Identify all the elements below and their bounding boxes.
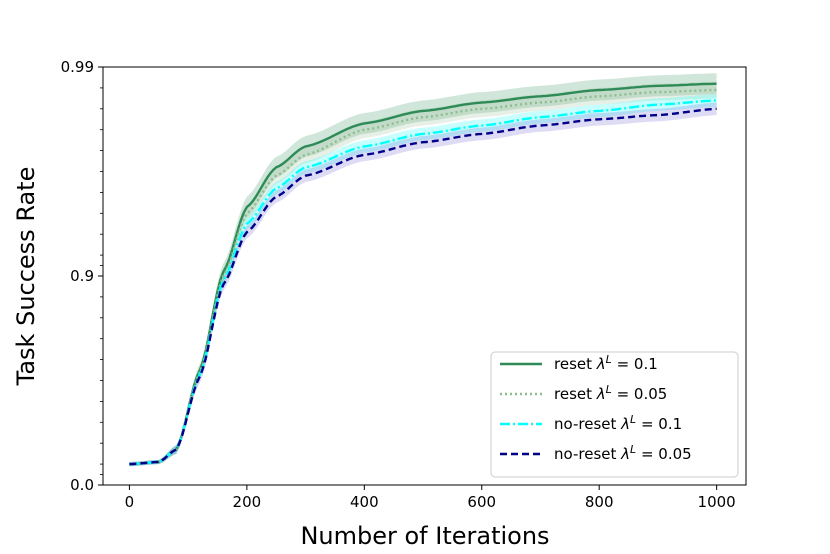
y-axis-title: Task Success Rate [12,167,40,387]
line-series-1 [129,82,717,466]
x-axis-title: Number of Iterations [300,522,549,550]
x-tick-label-800: 800 [585,493,614,511]
series-lines [129,82,717,466]
band-series-2 [129,81,717,467]
x-tick-label-200: 200 [233,493,262,511]
legend-label-1: reset λL = 0.1 [554,353,658,373]
legend-label-2: reset λL = 0.05 [554,383,667,403]
x-tick-label-0: 0 [125,493,135,511]
x-tick-label-1000: 1000 [698,493,736,511]
y-tick-label-0.9: 0.9 [70,267,94,285]
line-series-3 [129,99,717,466]
legend: reset λL = 0.1 reset λL = 0.05 no-reset λL… [490,351,739,478]
y-axis: 0.0 0.9 0.99 [61,58,103,494]
band-series-3 [129,94,717,467]
y-tick-label-0.0: 0.0 [70,476,94,494]
x-tick-label-400: 400 [350,493,379,511]
legend-label-3: no-reset λL = 0.1 [554,413,682,433]
band-series-1 [129,73,717,467]
x-axis: 0 200 400 600 800 1000 [125,485,736,511]
confidence-bands [129,73,717,467]
line-series-4 [129,107,717,466]
legend-box [490,351,739,478]
legend-label-4: no-reset λL = 0.05 [554,443,692,463]
band-series-4 [129,102,717,467]
y-tick-label-0.99: 0.99 [61,58,94,76]
x-tick-label-600: 600 [467,493,496,511]
